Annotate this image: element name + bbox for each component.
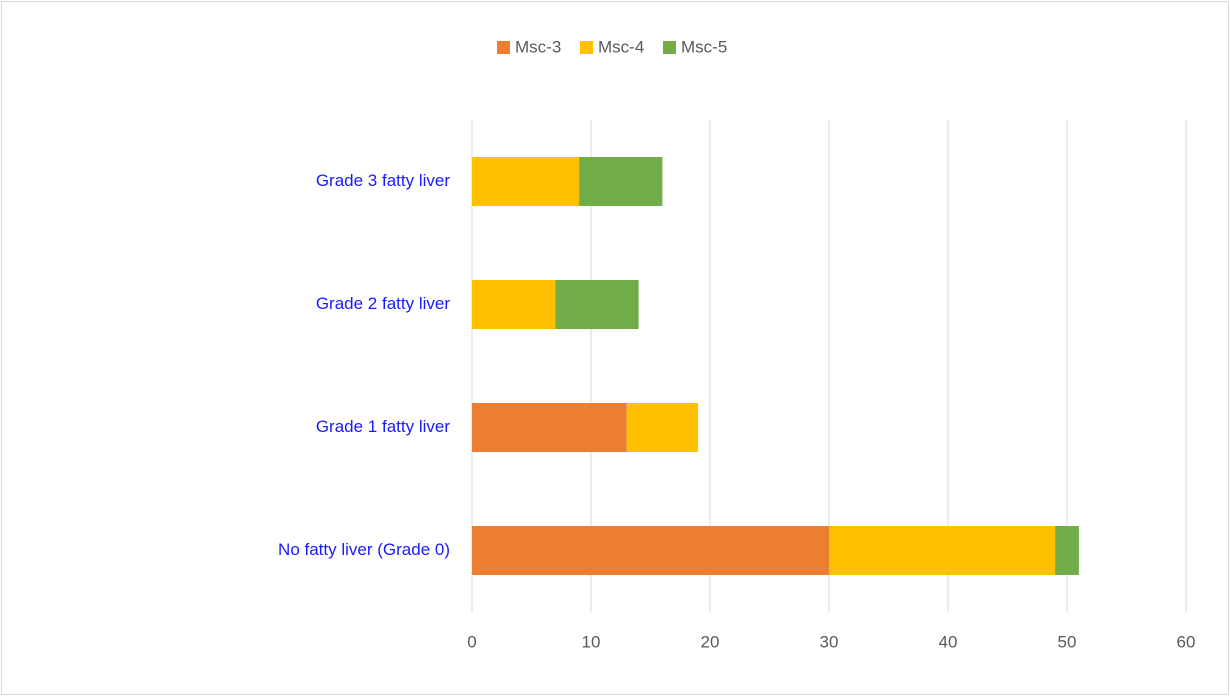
y-tick-label: Grade 3 fatty liver (316, 171, 451, 190)
x-tick-label: 30 (820, 632, 839, 651)
bar-segment (472, 280, 556, 329)
legend-label: Msc-5 (681, 37, 727, 56)
bar-segment (472, 526, 829, 575)
x-tick-label: 20 (701, 632, 720, 651)
x-tick-label: 50 (1058, 632, 1077, 651)
y-tick-label: Grade 1 fatty liver (316, 417, 451, 436)
x-tick-label: 10 (582, 632, 601, 651)
bar-segment (1055, 526, 1079, 575)
bar-segment (472, 403, 627, 452)
legend-label: Msc-3 (515, 37, 561, 56)
legend-swatch (497, 41, 510, 54)
legend-swatch (663, 41, 676, 54)
x-tick-label: 40 (939, 632, 958, 651)
y-tick-label: No fatty liver (Grade 0) (278, 540, 450, 559)
legend-swatch (580, 41, 593, 54)
x-tick-label: 0 (467, 632, 476, 651)
x-tick-label: 60 (1177, 632, 1196, 651)
bar-segment (555, 280, 639, 329)
bar-segment (626, 403, 699, 452)
bar-segment (579, 157, 663, 206)
y-tick-label: Grade 2 fatty liver (316, 294, 451, 313)
bar-segment (829, 526, 1056, 575)
bar-segment (472, 157, 580, 206)
legend-label: Msc-4 (598, 37, 644, 56)
